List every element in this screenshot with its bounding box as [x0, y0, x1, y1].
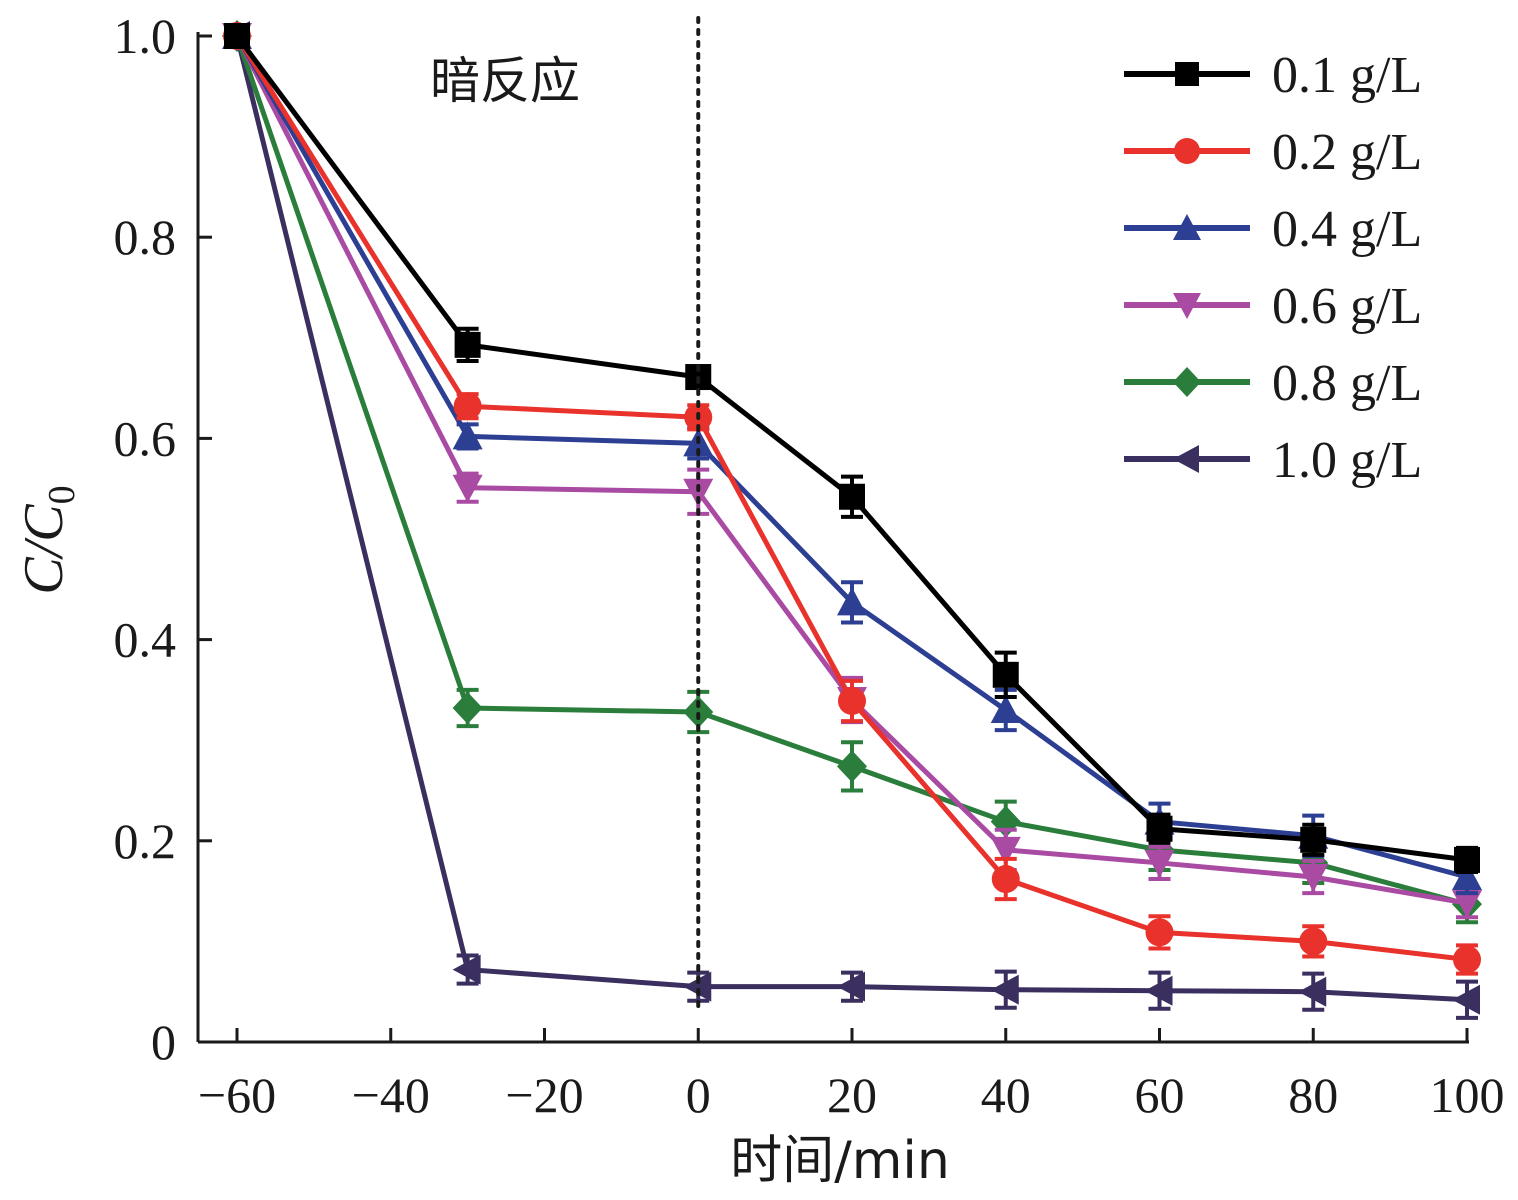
svg-text:C/C0: C/C0: [13, 485, 83, 594]
x-tick-label: 0: [686, 1067, 711, 1123]
marker-diamond: [1173, 367, 1201, 397]
series-line: [234, 34, 1468, 906]
axes: 0 0.2 0.4 0.6 0.8 1.0 −60 −40 −20 0 20 40 60 80 100: [114, 8, 1505, 1123]
marker-diamond: [452, 692, 483, 725]
legend-item: 0.1 g/L: [1124, 47, 1422, 104]
marker-triangle-down: [1144, 849, 1175, 878]
marker-triangle-down: [1452, 890, 1482, 919]
marker-triangle-left: [1173, 445, 1199, 473]
marker-triangle-left: [837, 971, 865, 1002]
marker-triangle-up: [1452, 862, 1482, 891]
y-tick-label: 0.8: [114, 209, 177, 265]
marker-square: [1146, 815, 1173, 842]
marker-triangle-up: [837, 587, 867, 616]
series-line: [234, 34, 1468, 880]
x-tick-label: 80: [1288, 1067, 1338, 1123]
series-line: [234, 34, 1468, 863]
marker-circle: [1145, 918, 1174, 947]
marker-triangle-up: [1173, 214, 1201, 240]
legend-item: 0.4 g/L: [1124, 201, 1422, 258]
y-tick-label: 0.4: [114, 612, 177, 668]
marker-circle: [453, 392, 482, 421]
marker-circle: [1299, 927, 1328, 956]
marker-triangle-left: [683, 971, 712, 1002]
legend-label: 0.6 g/L: [1272, 278, 1422, 335]
marker-circle: [991, 865, 1020, 894]
legend-label: 0.2 g/L: [1272, 124, 1422, 181]
legend-label: 1.0 g/L: [1272, 432, 1422, 489]
marker-square: [454, 331, 481, 358]
marker-square: [1300, 826, 1327, 853]
legend-item: 1.0 g/L: [1124, 432, 1422, 489]
marker-square: [839, 483, 865, 510]
marker-square: [1454, 846, 1480, 873]
marker-triangle-left: [1298, 976, 1327, 1007]
marker-circle: [1174, 138, 1200, 164]
marker-triangle-up: [990, 695, 1021, 724]
x-axis-title: 时间/min: [730, 1131, 950, 1191]
x-tick-label: 60: [1135, 1067, 1185, 1123]
dark-reaction-annotation: 暗反应: [430, 52, 580, 110]
marker-circle: [1453, 945, 1481, 974]
marker-triangle-left: [1144, 975, 1173, 1006]
series-line: [234, 35, 1468, 1003]
legend-label: 0.4 g/L: [1272, 201, 1422, 258]
legend: 0.1 g/L 0.2 g/L 0.4 g/L 0.6 g/L 0.8 g/L 1.0 g…: [1124, 47, 1422, 489]
x-tick-label: 40: [981, 1067, 1031, 1123]
series-1-0-g-L: [222, 21, 1480, 1020]
marker-square: [1175, 62, 1199, 86]
y-tick-label: 0: [151, 1014, 176, 1070]
legend-item: 0.8 g/L: [1124, 355, 1422, 412]
legend-item: 0.6 g/L: [1124, 278, 1422, 335]
legend-label: 0.8 g/L: [1272, 355, 1422, 412]
marker-circle: [838, 686, 866, 715]
y-axis-label: C/C: [13, 504, 75, 595]
marker-triangle-down: [1298, 864, 1329, 893]
series-line: [234, 35, 1468, 907]
marker-triangle-left: [990, 974, 1019, 1005]
x-tick-label: −20: [505, 1067, 583, 1123]
legend-label: 0.1 g/L: [1272, 47, 1422, 104]
x-tick-label: −40: [352, 1067, 430, 1123]
y-axis-title: C/C0: [13, 485, 83, 594]
series-line: [234, 34, 1468, 962]
marker-triangle-down: [1173, 293, 1201, 319]
y-tick-label: 0.6: [114, 410, 177, 466]
marker-square: [992, 661, 1019, 688]
x-tick-label: 20: [827, 1067, 877, 1123]
x-tick-label: −60: [198, 1067, 276, 1123]
marker-square: [224, 23, 250, 49]
marker-triangle-down: [990, 836, 1021, 865]
x-tick-label: 100: [1430, 1067, 1505, 1123]
legend-item: 0.2 g/L: [1124, 124, 1422, 181]
marker-triangle-left: [1452, 984, 1480, 1015]
marker-triangle-down: [452, 474, 483, 503]
marker-triangle-left: [452, 954, 481, 985]
marker-triangle-down: [683, 478, 714, 507]
x-axis-label: 时间/min: [730, 1131, 950, 1191]
marker-triangle-up: [452, 421, 483, 450]
series-0-1-g-L: [224, 23, 1480, 874]
y-tick-label: 1.0: [114, 8, 177, 64]
y-axis-label-subscript: 0: [41, 485, 83, 504]
y-tick-label: 0.2: [114, 813, 177, 869]
marker-diamond: [837, 750, 867, 783]
